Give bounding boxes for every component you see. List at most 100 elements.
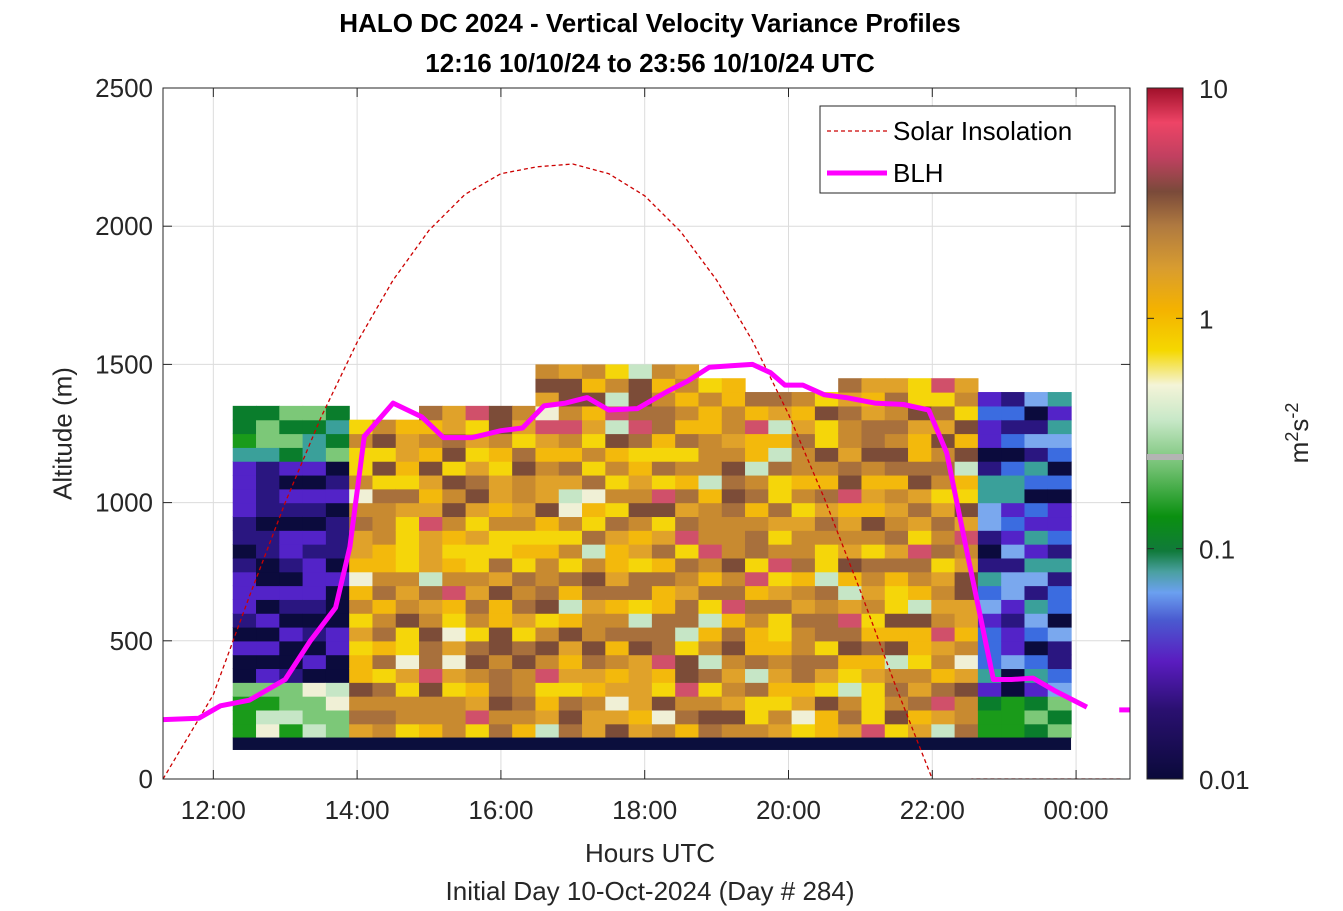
- heatmap-cell: [302, 433, 327, 448]
- heatmap-cell: [977, 461, 1002, 476]
- heatmap-cell: [628, 530, 653, 545]
- heatmap-cell: [698, 654, 723, 670]
- heatmap-cell: [442, 530, 467, 545]
- heatmap-cell: [325, 723, 350, 739]
- heatmap-cell: [302, 709, 327, 725]
- heatmap-cell: [745, 516, 769, 531]
- heatmap-cell: [721, 613, 746, 628]
- heatmap-cell: [1024, 433, 1049, 448]
- heatmap-cell: [931, 474, 956, 490]
- heatmap-cell: [325, 516, 350, 531]
- heatmap-cell: [605, 392, 630, 407]
- heatmap-cell: [1024, 613, 1049, 628]
- heatmap-cell: [512, 571, 537, 587]
- heatmap-cell: [977, 709, 1002, 725]
- heatmap-cell: [558, 640, 583, 656]
- heatmap-cell: [628, 447, 653, 462]
- heatmap-cell: [698, 378, 723, 393]
- y-tick-label: 500: [110, 626, 153, 656]
- heatmap-cell: [814, 461, 839, 476]
- heatmap-cell: [605, 709, 630, 725]
- heatmap-cell: [745, 654, 769, 670]
- heatmap-cell: [279, 488, 304, 504]
- heatmap-cell: [1024, 557, 1049, 573]
- heatmap-cell: [931, 599, 956, 614]
- heatmap-cell: [977, 696, 1002, 711]
- heatmap-cell: [1024, 502, 1049, 518]
- heatmap-cell: [675, 461, 700, 476]
- heatmap-cell: [442, 585, 467, 600]
- heatmap-cell: [884, 474, 909, 490]
- heatmap-cell: [931, 640, 956, 656]
- heatmap-cell: [558, 599, 583, 614]
- heatmap-cell: [558, 682, 583, 697]
- heatmap-cell: [488, 613, 513, 628]
- heatmap-cell: [372, 502, 397, 518]
- heatmap-cell: [1001, 585, 1026, 600]
- heatmap-cell: [488, 626, 513, 642]
- heatmap-cell: [442, 709, 467, 725]
- x-axis-label: Hours UTC: [584, 838, 715, 868]
- heatmap-cell: [675, 488, 700, 504]
- heatmap-cell: [302, 544, 327, 559]
- heatmap-cell: [256, 461, 280, 476]
- heatmap-cell: [628, 378, 653, 393]
- heatmap-cell: [651, 461, 676, 476]
- heatmap-cell: [349, 640, 374, 656]
- heatmap-cell: [488, 668, 513, 683]
- heatmap-cell: [628, 433, 653, 448]
- heatmap-cell: [768, 557, 793, 573]
- heatmap-cell: [931, 488, 956, 504]
- heatmap-cell: [651, 585, 676, 600]
- heatmap-cell: [1001, 696, 1026, 711]
- heatmap-cell: [302, 530, 327, 545]
- heatmap-cell: [1001, 682, 1026, 697]
- heatmap-cell: [745, 682, 769, 697]
- heatmap-cell: [512, 461, 537, 476]
- heatmap-cell: [675, 433, 700, 448]
- heatmap-cell: [745, 447, 769, 462]
- heatmap-cell: [861, 626, 886, 642]
- heatmap-cell: [698, 502, 723, 518]
- heatmap-cell: [768, 502, 793, 518]
- x-tick-label: 12:00: [181, 795, 246, 825]
- heatmap-cell: [442, 516, 467, 531]
- heatmap-cell: [908, 447, 932, 462]
- heatmap-cell: [1024, 585, 1049, 600]
- heatmap-cell: [931, 613, 956, 628]
- heatmap-cell: [768, 640, 793, 656]
- heatmap-cell: [721, 392, 746, 407]
- heatmap-cell: [768, 419, 793, 435]
- heatmap-cell: [908, 557, 932, 573]
- heatmap-cell: [395, 668, 420, 683]
- heatmap-cell: [605, 682, 630, 697]
- heatmap-cell: [419, 668, 443, 683]
- heatmap-cell: [442, 474, 467, 490]
- heatmap-cell: [768, 405, 793, 421]
- heatmap-cell: [838, 654, 863, 670]
- heatmap-cell: [442, 405, 467, 421]
- heatmap-cell: [512, 654, 537, 670]
- heatmap-cell: [325, 640, 350, 656]
- heatmap-cell: [558, 364, 583, 379]
- heatmap-cell: [768, 516, 793, 531]
- heatmap-cell: [535, 544, 560, 559]
- heatmap-cell: [651, 516, 676, 531]
- heatmap-cell: [349, 585, 374, 600]
- heatmap-cell: [931, 516, 956, 531]
- legend-label-blh: BLH: [893, 158, 944, 188]
- heatmap-cell: [395, 585, 420, 600]
- heatmap-cell: [838, 709, 863, 725]
- heatmap-cell: [908, 723, 932, 739]
- x-axis-sublabel: Initial Day 10-Oct-2024 (Day # 284): [445, 876, 855, 906]
- heatmap-cell: [232, 516, 257, 531]
- heatmap-cell: [372, 488, 397, 504]
- heatmap-cell: [908, 626, 932, 642]
- colorbar-tick-label: 0.01: [1199, 765, 1250, 795]
- heatmap-cell: [838, 626, 863, 642]
- heatmap-cell: [721, 419, 746, 435]
- heatmap-cell: [628, 709, 653, 725]
- heatmap-cell: [768, 696, 793, 711]
- heatmap-cell: [628, 668, 653, 683]
- heatmap-cell: [535, 364, 560, 379]
